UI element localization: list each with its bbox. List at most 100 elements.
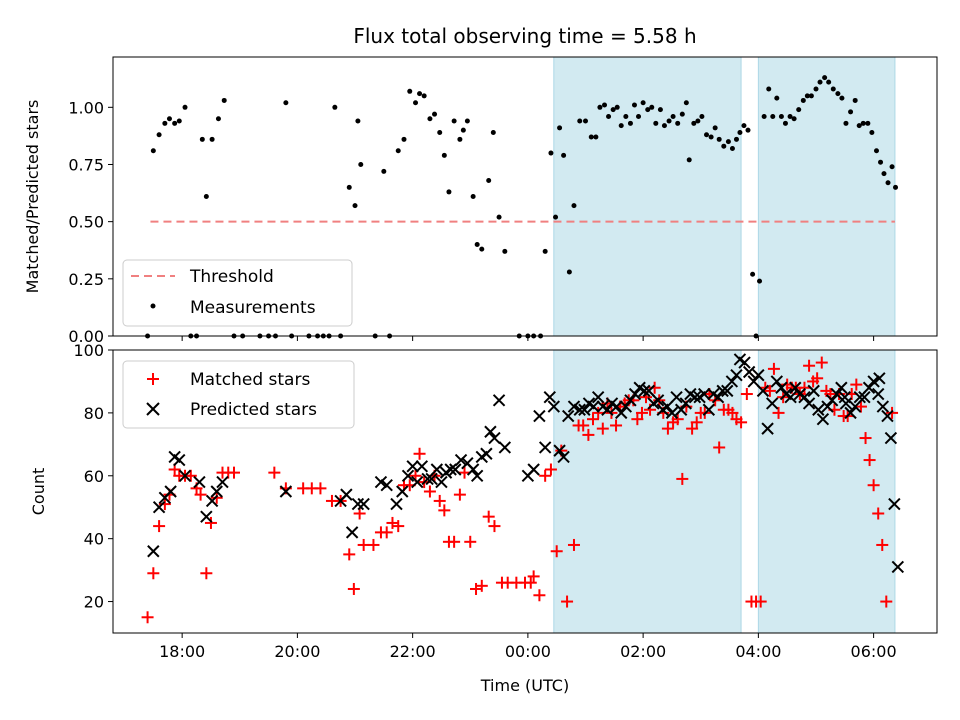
measurement-point <box>561 152 567 158</box>
predicted-star-point <box>853 390 866 404</box>
measurement-point <box>826 79 832 85</box>
matched-star-point <box>533 589 546 602</box>
matched-star-point <box>524 576 537 589</box>
measurement-point <box>209 136 215 142</box>
matched-star-point <box>438 504 451 517</box>
predicted-star-point <box>765 397 779 410</box>
measurement-point <box>813 86 819 92</box>
predicted-star-point <box>178 469 192 482</box>
matched-star-point <box>539 469 552 482</box>
measurement-point <box>150 148 156 154</box>
predicted-star-point <box>844 406 857 420</box>
matched-star-point <box>854 400 867 413</box>
measurement-point <box>490 129 496 135</box>
measurement-point <box>566 269 572 275</box>
measurement-point <box>787 113 793 119</box>
predicted-star-point <box>567 400 581 413</box>
predicted-star-point <box>789 381 802 394</box>
bottom-y-axis-label: Count <box>29 468 48 516</box>
top-axes-frame <box>112 56 938 337</box>
measurement-point <box>683 100 689 106</box>
measurement-point <box>878 159 884 165</box>
measurement-point <box>869 129 875 135</box>
predicted-star-point <box>345 526 359 539</box>
x-axis-label: Time (UTC) <box>480 676 569 695</box>
measurement-point <box>835 91 841 97</box>
matched-star-point <box>713 441 726 454</box>
measurement-point <box>881 171 887 177</box>
predicted-star-point <box>821 400 834 413</box>
measurement-point <box>782 120 788 126</box>
measurement-point <box>666 118 672 124</box>
predicted-star-point <box>873 372 886 385</box>
matched-star-point <box>453 488 466 501</box>
measurement-point <box>808 93 814 99</box>
measurement-point <box>395 148 401 154</box>
measurement-points <box>145 75 899 339</box>
measurement-point <box>618 123 624 129</box>
top-y-tick-label: 0.25 <box>68 270 104 289</box>
measurement-point <box>865 120 871 126</box>
bottom-y-tick-label: 60 <box>84 467 104 486</box>
matched-star-point <box>475 579 488 592</box>
matched-star-point <box>488 520 501 533</box>
predicted-star-point <box>578 403 591 416</box>
predicted-star-point <box>547 400 561 413</box>
matched-star-point <box>314 482 327 495</box>
measurement-point <box>427 116 433 122</box>
matched-star-point <box>561 595 574 608</box>
measurement-point <box>725 139 731 145</box>
predicted-star-point <box>888 497 901 511</box>
matched-star-point <box>464 535 477 548</box>
top-legend: Threshold Measurements <box>122 259 353 327</box>
matched-star-point <box>527 570 540 583</box>
matched-star-point <box>767 362 780 375</box>
matched-star-point <box>577 419 590 432</box>
predicted-star-point <box>538 441 552 454</box>
matched-star-point <box>876 538 889 551</box>
measurement-point <box>460 127 466 133</box>
predicted-star-point <box>470 469 484 482</box>
measurement-point <box>733 136 739 142</box>
predicted-star-point <box>862 381 876 394</box>
measurement-point <box>464 118 470 124</box>
predicted-star-point <box>421 472 434 486</box>
matched-star-point <box>686 422 699 435</box>
bottom-y-ticks: 20 40 60 80 100 <box>73 341 113 612</box>
matched-star-point <box>343 548 356 561</box>
predicted-star-point <box>527 463 540 476</box>
matched-star-point <box>726 406 739 419</box>
measurement-point <box>774 95 780 101</box>
predicted-star-point <box>784 390 797 404</box>
measurement-point <box>716 136 722 142</box>
measurement-point <box>761 113 767 119</box>
predicted-star-point <box>396 485 409 498</box>
measurement-point <box>822 75 828 81</box>
predicted-star-point <box>807 384 820 398</box>
measurement-point <box>502 248 508 254</box>
predicted-star-point <box>838 390 852 404</box>
predicted-star-point <box>825 394 839 407</box>
predicted-star-point <box>164 485 177 498</box>
bottom-x-ticks: 18:00 20:00 22:00 00:00 02:00 04:00 06:00 <box>159 633 897 661</box>
predicted-star-point <box>216 475 229 489</box>
matched-star-point <box>815 356 828 369</box>
predicted-star-point <box>876 400 890 413</box>
matched-star-point <box>380 526 393 539</box>
measurement-point <box>332 104 338 110</box>
predicted-star-point <box>454 453 468 467</box>
measurement-point <box>800 97 806 103</box>
predicted-star-point <box>591 390 605 404</box>
legend-predicted-label: Predicted stars <box>190 400 317 420</box>
measurement-point <box>176 118 182 124</box>
measurement-point <box>542 248 548 254</box>
measurement-point <box>610 107 616 113</box>
matched-star-point <box>772 406 785 419</box>
matched-star-point <box>798 381 811 394</box>
measurement-point <box>679 111 685 117</box>
measurement-point <box>750 271 756 277</box>
predicted-star-point <box>279 485 293 498</box>
measurement-point <box>839 95 845 101</box>
matched-star-point <box>153 520 166 533</box>
measurement-point <box>437 129 443 135</box>
